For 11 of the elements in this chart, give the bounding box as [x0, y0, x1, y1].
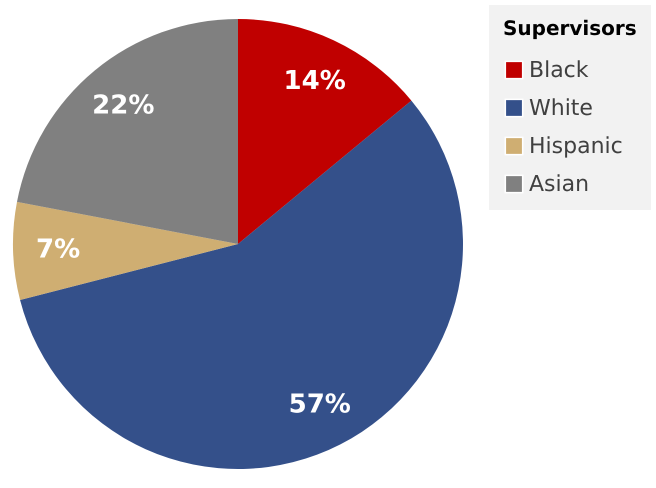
data-label: 14% [284, 66, 346, 96]
pie-slice [13, 202, 238, 300]
legend-label: Black [529, 58, 589, 83]
legend-title: Supervisors [503, 16, 637, 40]
legend-label: Hispanic [529, 134, 623, 159]
pie-slice [238, 19, 412, 244]
data-label: 22% [92, 90, 154, 120]
legend-label: Asian [529, 172, 590, 197]
data-label: 7% [36, 234, 80, 265]
legend-label: White [529, 96, 593, 121]
data-label: 57% [288, 389, 351, 420]
